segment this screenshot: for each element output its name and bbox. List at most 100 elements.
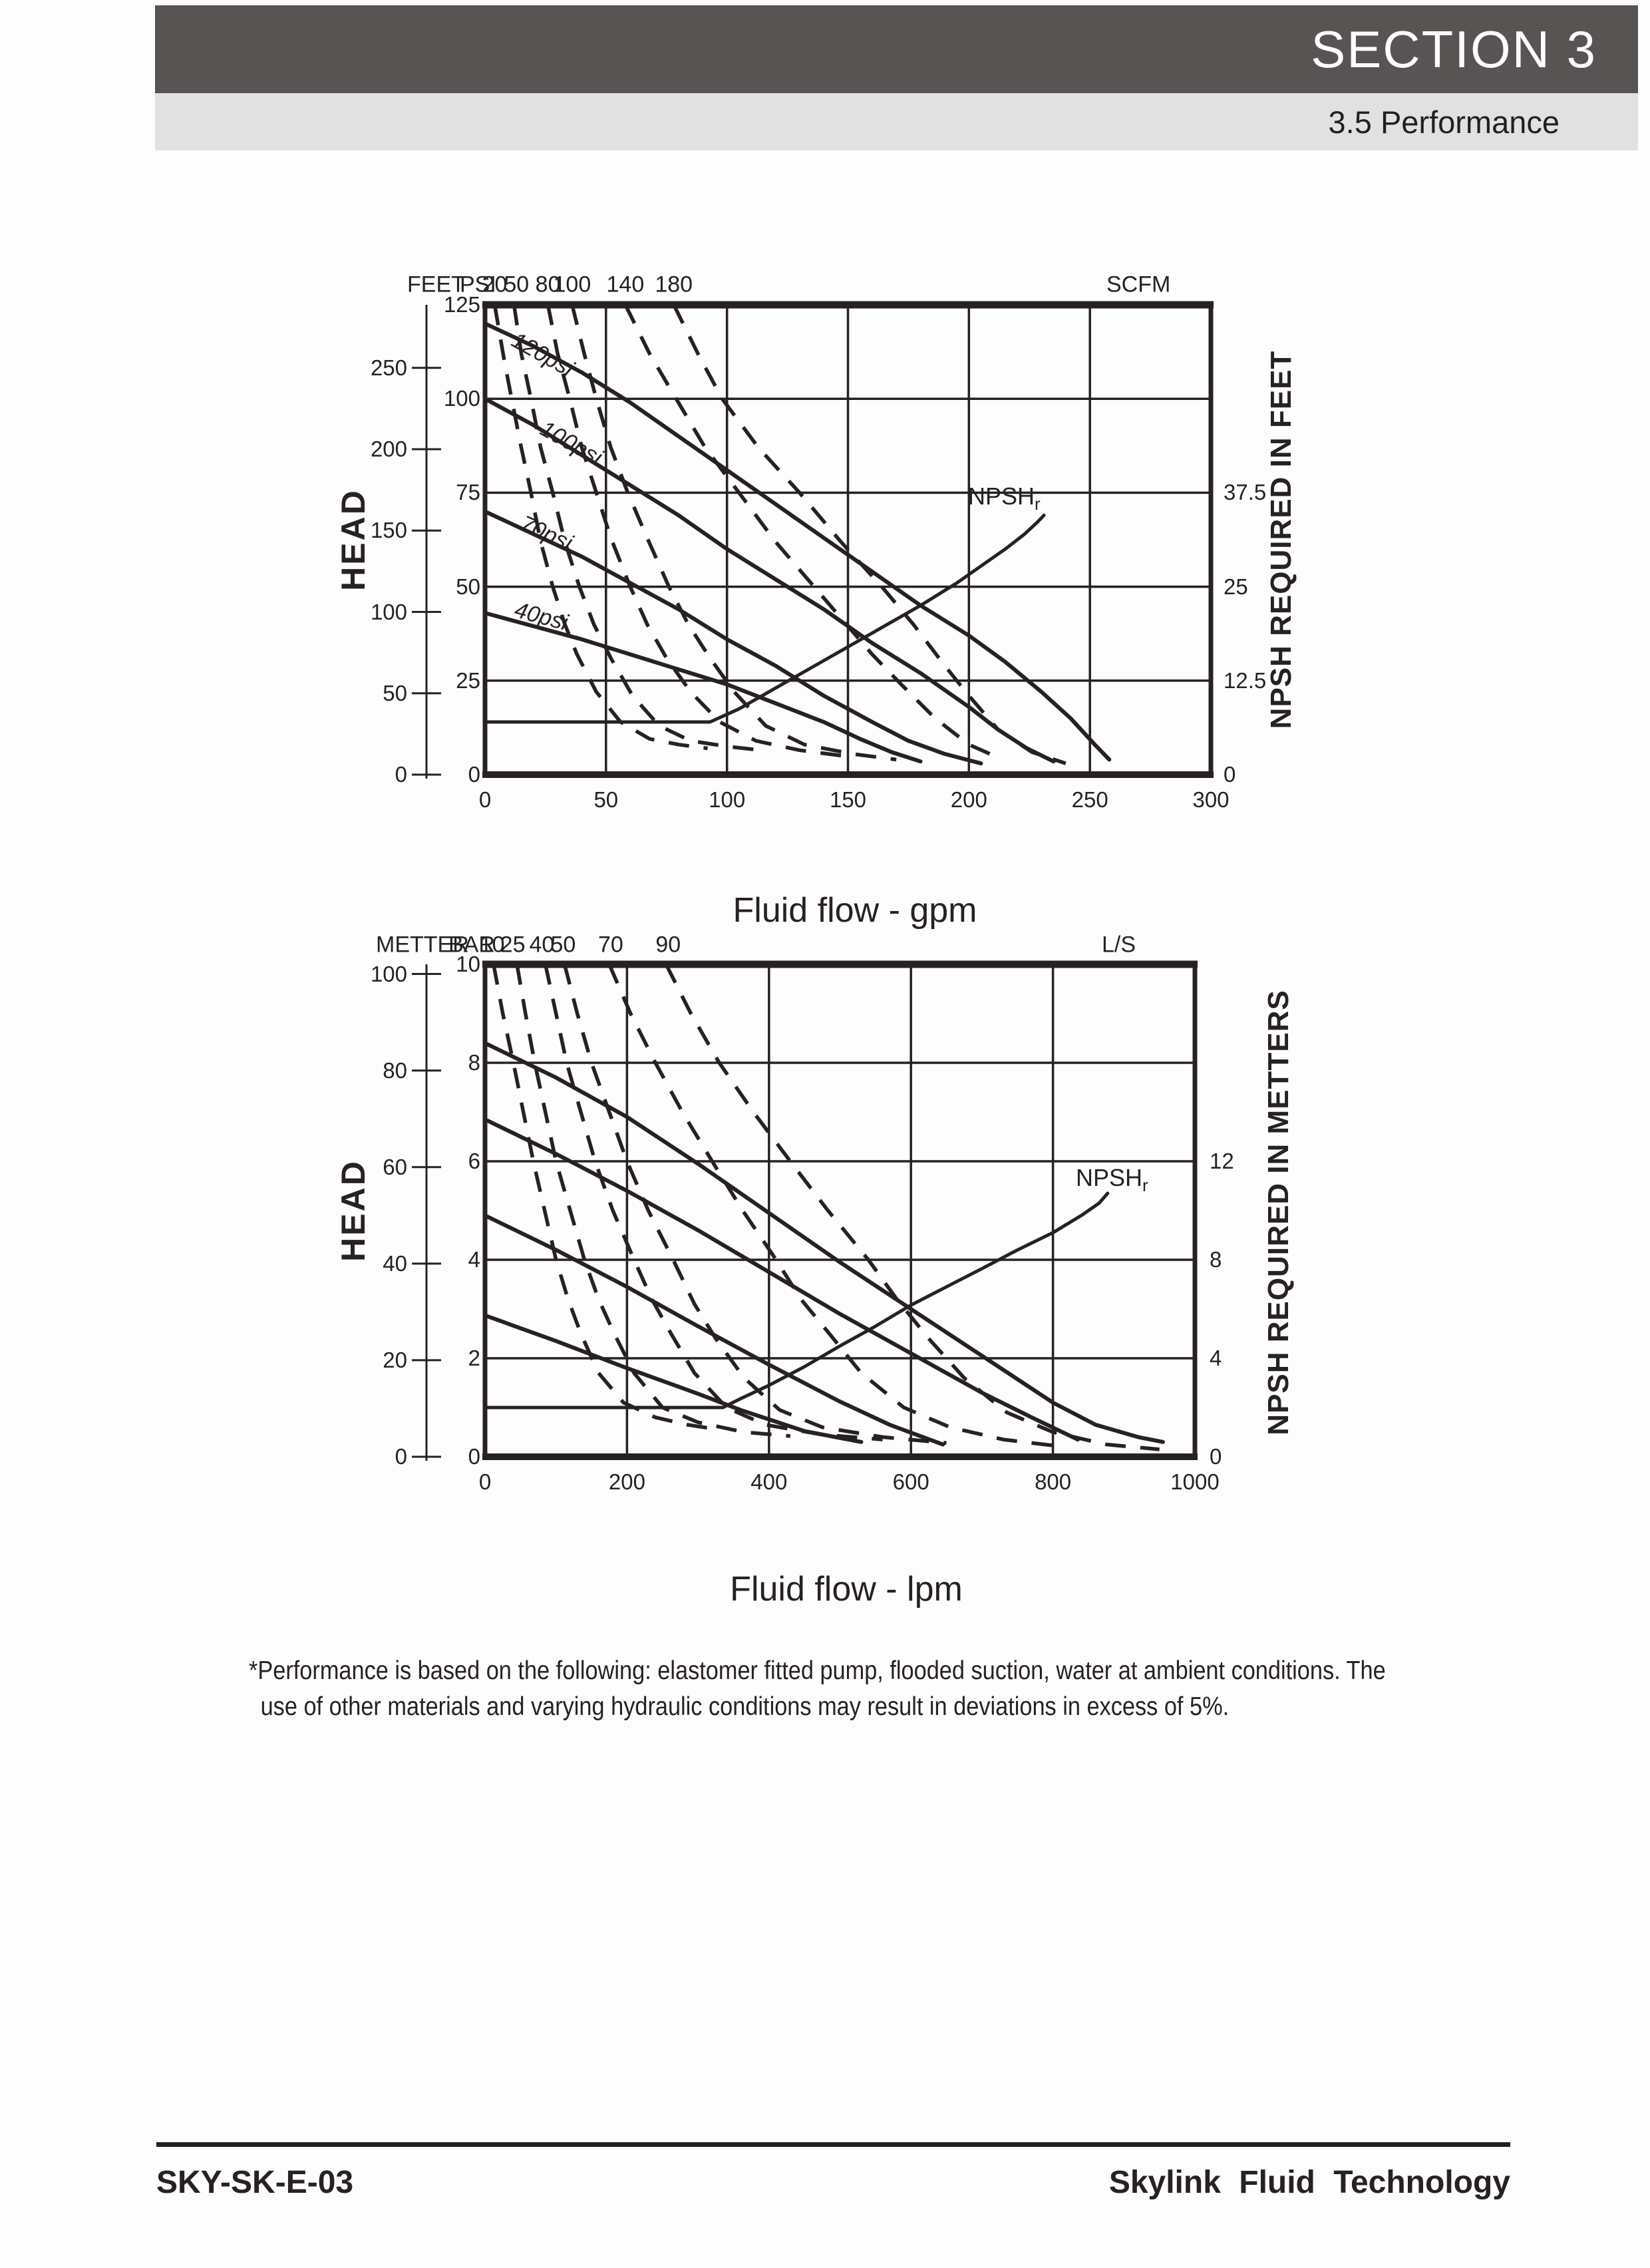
c1-air-flow-label-20: 20	[482, 272, 508, 297]
c2-air-curve-10	[492, 964, 720, 1432]
c2-air-flow-label-10: 10	[479, 932, 505, 958]
c1-air-flow-label-140: 140	[606, 272, 645, 297]
c2-air-curve-70	[607, 963, 1057, 1448]
c2-air-curve-25	[515, 964, 791, 1438]
c1-left-primary-tick-label: 100	[443, 386, 480, 411]
c2-left-primary-tick-label: 6	[468, 1149, 480, 1173]
footnote-line-2: use of other materials and varying hydra…	[260, 1692, 1230, 1721]
c1-right-tick-label: 0	[1224, 762, 1236, 787]
c1-air-flow-label-100: 100	[553, 272, 591, 297]
c1-x-axis-title: Fluid flow - gpm	[733, 891, 977, 930]
c1-x-tick-label: 100	[709, 787, 746, 812]
c1-air-curve-80	[546, 304, 844, 758]
c2-bar-unit-label: BAR	[448, 932, 495, 958]
company-name: Skylink Fluid Technology	[1108, 2165, 1510, 2200]
c1-air-flow-label-180: 180	[655, 272, 693, 297]
c1-air-curve-180	[672, 303, 1067, 765]
c1-feet-unit-label: FEET	[407, 272, 465, 297]
c1-air-curve-100	[570, 304, 897, 762]
c1-pressure-curve-120psi	[483, 321, 1112, 762]
c2-x-axis-title: Fluid flow - lpm	[730, 1570, 963, 1608]
c2-npshr-curve-label: NPSHr	[1076, 1163, 1148, 1196]
c1-right-tick-label: 12.5	[1224, 667, 1267, 693]
subsection-title: 3.5 Performance	[1328, 104, 1560, 140]
c2-left-primary-tick-label: 0	[468, 1444, 480, 1469]
c1-x-tick-label: 0	[478, 787, 492, 812]
c1-left-primary-tick-label: 75	[456, 480, 480, 505]
performance-footnote: *Performance is based on the following: …	[249, 1653, 1386, 1725]
c1-npsh-axis-title: NPSH REQUIRED IN FEET	[1265, 350, 1297, 729]
c1-psi-unit-label: PSI	[460, 272, 496, 297]
c2-left-primary-tick-label: 10	[456, 952, 480, 976]
c2-npsh-axis-title: NPSH REQUIRED IN METTERS	[1262, 990, 1295, 1435]
c2-left-primary-tick-label: 8	[468, 1050, 480, 1075]
footnote-line-1: *Performance is based on the following: …	[249, 1656, 1386, 1685]
c1-npshr-curve-label: NPSHr	[968, 482, 1041, 514]
c1-left-secondary-tick-label: 250	[370, 355, 407, 380]
c1-left-primary-tick-label: 125	[443, 292, 480, 317]
c2-air-flow-label-25: 25	[500, 932, 526, 958]
c2-ls-unit-label: L/S	[1102, 932, 1136, 958]
c1-x-tick-label: 150	[829, 787, 867, 812]
c1-x-tick-label: 300	[1192, 787, 1230, 812]
c1-air-flow-label-50: 50	[504, 272, 530, 297]
c1-left-secondary-tick-label: 150	[370, 518, 407, 543]
c1-right-tick-label: 25	[1224, 574, 1248, 599]
c1-left-secondary-tick-label: 200	[370, 437, 407, 461]
c2-metter-unit-label: METTER	[376, 932, 469, 958]
section-title: SECTION 3	[1311, 19, 1597, 79]
c1-pressure-curve-70psi	[483, 509, 983, 766]
c2-left-primary-tick-label: 4	[468, 1247, 480, 1272]
c2-pressure-curve-unlabeled	[483, 1041, 1165, 1444]
c1-left-primary-tick-label: 0	[468, 762, 480, 787]
c2-right-tick-label: 8	[1210, 1247, 1222, 1272]
c2-left-secondary-tick-label: 20	[383, 1347, 407, 1372]
c2-left-secondary-tick-label: 60	[383, 1154, 407, 1179]
c2-right-tick-label: 12	[1210, 1149, 1234, 1173]
c2-x-tick-label: 0	[478, 1469, 492, 1494]
c2-air-flow-label-50: 50	[550, 932, 576, 958]
c2-x-tick-label: 400	[750, 1469, 788, 1494]
c2-pressure-curve-unlabeled	[483, 1213, 945, 1447]
c2-x-tick-label: 200	[608, 1469, 645, 1494]
c2-air-flow-label-70: 70	[597, 932, 623, 958]
c2-left-secondary-tick-label: 40	[383, 1250, 407, 1276]
c2-left-secondary-tick-label: 0	[395, 1444, 407, 1469]
c1-left-secondary-tick-label: 0	[395, 762, 407, 787]
c1-left-secondary-tick-label: 50	[383, 680, 407, 705]
c2-air-curve-90	[664, 963, 1160, 1451]
c2-pressure-curve-unlabeled	[483, 1117, 1080, 1442]
footer-rule	[156, 2142, 1510, 2147]
c2-x-tick-label: 1000	[1170, 1469, 1220, 1494]
c2-x-tick-label: 600	[892, 1469, 929, 1494]
subsection-band: 3.5 Performance	[155, 93, 1638, 150]
c2-left-secondary-tick-label: 80	[383, 1057, 407, 1083]
c1-x-tick-label: 200	[950, 787, 987, 812]
c1-scfm-unit-label: SCFM	[1106, 272, 1171, 297]
c1-left-primary-tick-label: 50	[456, 574, 480, 599]
c2-head-axis-title: HEAD	[335, 1159, 372, 1262]
c1-right-tick-label: 37.5	[1224, 480, 1267, 505]
c2-air-curve-50	[562, 964, 947, 1445]
c1-air-curve-140	[623, 303, 1004, 761]
document-code: SKY-SK-E-03	[156, 2165, 354, 2200]
c2-npshr-curve	[483, 1191, 1110, 1410]
c2-left-primary-tick-label: 2	[468, 1346, 480, 1370]
c1-pressure-curve-40psi	[483, 611, 923, 764]
c2-left-secondary-tick-label: 100	[370, 961, 407, 986]
c1-left-primary-tick-label: 25	[456, 667, 480, 693]
c2-air-flow-label-40: 40	[529, 932, 555, 958]
c1-pressure-curve-100psi	[483, 397, 1056, 764]
c1-left-secondary-tick-label: 100	[370, 599, 407, 624]
c1-npshr-curve	[483, 513, 1046, 724]
c1-air-curve-20	[492, 304, 708, 751]
c1-x-tick-label: 50	[593, 787, 619, 812]
section-header-band: SECTION 3	[155, 5, 1638, 93]
c2-right-tick-label: 4	[1210, 1346, 1222, 1370]
c2-x-tick-label: 800	[1035, 1469, 1072, 1494]
c2-pressure-curve-unlabeled	[483, 1313, 864, 1444]
c1-x-tick-label: 250	[1071, 787, 1108, 812]
c1-air-flow-label-80: 80	[535, 272, 561, 297]
